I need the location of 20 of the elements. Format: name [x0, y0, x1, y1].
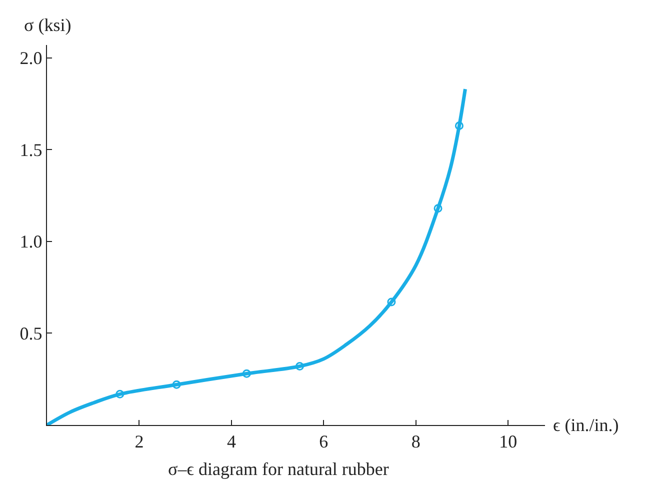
line-series	[47, 87, 467, 425]
y-axis-title: σ (ksi)	[24, 15, 72, 35]
text: σ–ϵ diagram for natural rubber	[168, 459, 389, 479]
point	[116, 390, 124, 398]
x-tick-label: 8	[411, 432, 420, 452]
point	[387, 298, 396, 306]
y-tick-label: 2.0	[20, 48, 42, 68]
point	[454, 122, 464, 130]
x-tick-label: 4	[226, 432, 236, 452]
y-tick-label: 1.5	[20, 140, 42, 160]
y-tick-label: 0.5	[20, 324, 42, 344]
x-tick-label: 10	[499, 432, 518, 452]
point	[242, 369, 251, 378]
point	[295, 362, 304, 371]
x-tick-label: 6	[319, 432, 328, 452]
y-tick-label: 1.0	[20, 232, 42, 252]
x-axis-title: ϵ (in./in.)	[553, 415, 619, 435]
point	[434, 204, 442, 213]
x-tick-label: 2	[134, 432, 144, 452]
point	[172, 380, 181, 389]
